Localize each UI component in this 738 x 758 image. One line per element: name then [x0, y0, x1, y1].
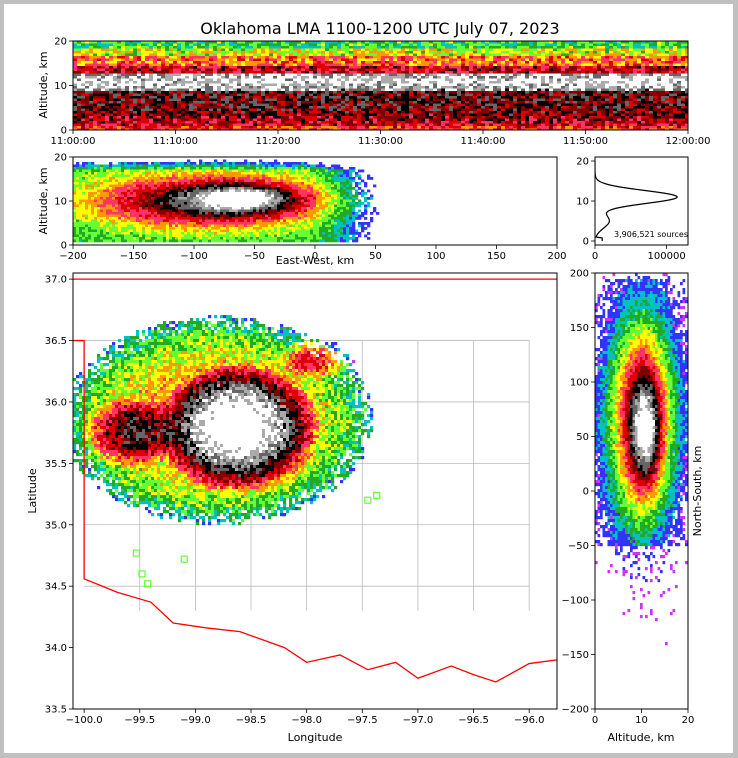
plan-view-x-tick-label: −99.5	[124, 715, 155, 726]
ns-altitude-y-tick-label: 200	[570, 269, 589, 280]
plan-view-frame	[72, 272, 558, 710]
time-altitude-x-tick-label: 11:20:00	[256, 136, 301, 147]
histogram-y-tick-label: 0	[583, 237, 589, 248]
plan-view-y-tick-label: 35.0	[45, 520, 67, 531]
ns-altitude-y-tick-label: 100	[570, 378, 589, 389]
plan-view-x-tick-label: −99.0	[180, 715, 211, 726]
lma-station-marker	[143, 580, 152, 588]
plan-view-y-tick-label: 35.5	[45, 459, 67, 470]
ns-altitude-x-tick-label: 0	[592, 715, 598, 726]
chart-title: Oklahoma LMA 1100-1200 UTC July 07, 2023	[200, 19, 559, 38]
ew-altitude-ylabel: Altitude, km	[37, 167, 50, 234]
plan-view-x-tick-label: −100.0	[66, 715, 103, 726]
plan-view-x-tick-label: −98.0	[291, 715, 322, 726]
time-altitude-density	[73, 41, 688, 130]
lma-station-marker	[132, 549, 141, 557]
ns-altitude-density	[595, 273, 688, 646]
time-altitude-x-tick-label: 11:00:00	[51, 136, 96, 147]
state-border-south	[73, 339, 557, 683]
ew-altitude-y-tick-label: 0	[61, 241, 67, 252]
plan-view-x-tick-label: −96.0	[514, 715, 545, 726]
ns-altitude-y-tick-label: −200	[562, 705, 589, 716]
ns-altitude-y-tick-label: 50	[576, 432, 589, 443]
histogram-y-tick-label: 10	[576, 197, 589, 208]
plan-view-x-tick-label: −97.5	[347, 715, 378, 726]
ns-altitude-xlabel: Altitude, km	[607, 731, 674, 744]
plan-view-map	[73, 278, 557, 683]
time-altitude-y-tick-label: 0	[61, 126, 67, 137]
chart-svg: Oklahoma LMA 1100-1200 UTC July 07, 2023…	[26, 19, 711, 744]
plan-view-y-tick-label: 33.5	[45, 705, 67, 716]
plan-view-y-tick-label: 37.0	[45, 275, 67, 286]
ew-altitude-x-tick-label: −200	[59, 251, 86, 262]
plan-view-y-tick-label: 36.0	[45, 397, 67, 408]
ns-altitude-y-tick-label: 150	[570, 323, 589, 334]
ew-altitude-x-tick-label: 0	[312, 251, 318, 262]
ns-altitude-x-tick-label: 10	[635, 715, 648, 726]
time-altitude-x-tick-label: 11:30:00	[358, 136, 403, 147]
time-altitude-x-tick-label: 11:10:00	[153, 136, 198, 147]
time-altitude-x-tick-label: 12:00:00	[666, 136, 711, 147]
ew-altitude-xlabel: East-West, km	[276, 254, 354, 267]
plan-view-y-tick-label: 34.0	[45, 643, 67, 654]
histogram-x-tick-label: 100000	[648, 251, 686, 262]
histogram-x-tick-label: 0	[592, 251, 598, 262]
time-altitude-ylabel: Altitude, km	[37, 51, 50, 118]
source-count-annotation: 3,906,521 sources	[614, 230, 688, 239]
ew-altitude-x-tick-label: 150	[487, 251, 506, 262]
lma-station-marker	[138, 570, 146, 578]
ns-altitude-y-tick-label: −100	[562, 596, 589, 607]
plan-view-x-tick-label: −98.5	[236, 715, 267, 726]
ew-altitude-x-tick-label: 50	[369, 251, 382, 262]
ew-altitude-x-tick-label: −50	[244, 251, 265, 262]
ew-altitude-y-tick-label: 20	[54, 153, 67, 164]
ew-altitude-density	[73, 159, 380, 243]
plot-layer	[73, 41, 688, 683]
time-altitude-y-tick-label: 20	[54, 37, 67, 48]
lma-station-marker	[364, 496, 372, 504]
lma-station-marker	[180, 555, 188, 563]
plan-view-y-tick-label: 34.5	[45, 582, 67, 593]
altitude-histogram-line	[595, 161, 679, 241]
ns-altitude-y-tick-label: −50	[568, 541, 589, 552]
ns-altitude-ylabel: North-South, km	[691, 446, 704, 537]
ew-altitude-x-tick-label: 100	[426, 251, 445, 262]
time-altitude-x-tick-label: 11:50:00	[563, 136, 608, 147]
histogram-y-tick-label: 20	[576, 157, 589, 168]
plan-view-x-tick-label: −97.0	[403, 715, 434, 726]
plan-view-xlabel: Longitude	[288, 731, 343, 744]
chart-figure: Oklahoma LMA 1100-1200 UTC July 07, 2023…	[4, 4, 733, 753]
plan-view-ylabel: Latitude	[26, 468, 39, 514]
ew-altitude-x-tick-label: −100	[180, 251, 207, 262]
ew-altitude-x-tick-label: 200	[547, 251, 566, 262]
ew-altitude-y-tick-label: 10	[54, 197, 67, 208]
lma-station-marker	[373, 491, 381, 499]
time-altitude-y-tick-label: 10	[54, 81, 67, 92]
plan-view-x-tick-label: −96.5	[458, 715, 489, 726]
ns-altitude-y-tick-label: −150	[562, 650, 589, 661]
time-altitude-x-tick-label: 11:40:00	[461, 136, 506, 147]
ns-altitude-x-tick-label: 20	[682, 715, 695, 726]
plan-view-y-tick-label: 36.5	[45, 336, 67, 347]
altitude-histogram	[595, 161, 679, 241]
ns-altitude-y-tick-label: 0	[583, 487, 589, 498]
ew-altitude-x-tick-label: −150	[120, 251, 147, 262]
tick-layer: 0 10 20 11:00:00 11:10:00 11:20:00 11:30:00 11:…	[45, 37, 711, 727]
